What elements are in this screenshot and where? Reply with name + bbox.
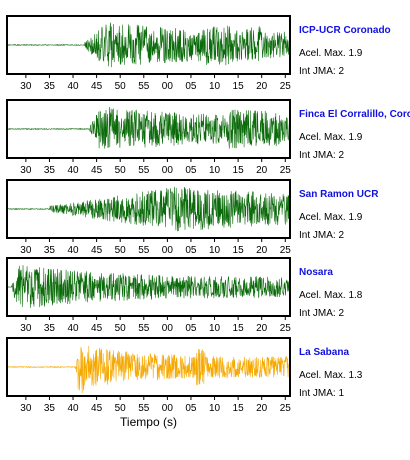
x-tick-label: 20 [256,403,268,414]
panel-frame [6,99,291,159]
x-tick-label: 30 [20,165,32,176]
x-tick-label: 20 [256,165,268,176]
acel-max-label: Acel. Max. 1.8 [299,290,363,301]
waveform-trace [6,106,291,149]
x-tick-label: 35 [44,245,56,256]
x-tick-label: 05 [185,323,197,334]
x-tick-label: 30 [20,245,32,256]
waveform-trace [6,345,291,394]
acel-max-label: Acel. Max. 1.9 [299,48,363,59]
station-name: Nosara [299,267,333,278]
jma-intensity-label: Int JMA: 2 [299,150,344,161]
x-tick-label: 55 [138,323,150,334]
panel-frame [6,15,291,75]
x-tick-label: 35 [44,323,56,334]
x-tick-label: 25 [280,165,292,176]
x-tick-label: 45 [91,403,103,414]
x-tick-label: 15 [233,165,245,176]
x-tick-label: 40 [67,403,79,414]
x-tick-label: 35 [44,403,56,414]
x-tick-label: 15 [233,81,245,92]
x-tick-label: 25 [280,81,292,92]
panel-frame [6,179,291,239]
x-tick-label: 55 [138,403,150,414]
x-tick-label: 35 [44,165,56,176]
jma-intensity-label: Int JMA: 1 [299,388,344,399]
x-tick-label: 00 [162,323,174,334]
x-tick-label: 20 [256,323,268,334]
x-tick-label: 55 [138,165,150,176]
x-tick-label: 30 [20,323,32,334]
x-tick-label: 25 [280,245,292,256]
x-tick-label: 55 [138,245,150,256]
x-tick-label: 35 [44,81,56,92]
x-tick-label: 40 [67,245,79,256]
x-tick-label: 30 [20,403,32,414]
x-tick-label: 20 [256,245,268,256]
x-tick-label: 10 [209,245,221,256]
x-tick-label: 50 [115,81,127,92]
x-tick-label: 50 [115,245,127,256]
waveform-trace [6,265,291,308]
x-tick-label: 40 [67,323,79,334]
panel-frame [6,257,291,317]
acel-max-label: Acel. Max. 1.9 [299,132,363,143]
x-tick-label: 15 [233,323,245,334]
station-name: ICP-UCR Coronado [299,25,391,36]
station-name: San Ramon UCR [299,189,379,200]
x-tick-label: 10 [209,323,221,334]
x-tick-label: 40 [67,165,79,176]
x-tick-label: 10 [209,403,221,414]
jma-intensity-label: Int JMA: 2 [299,308,344,319]
x-tick-label: 45 [91,81,103,92]
x-tick-label: 20 [256,81,268,92]
waveform-trace [7,22,291,68]
acel-max-label: Acel. Max. 1.9 [299,212,363,223]
x-tick-label: 10 [209,81,221,92]
x-tick-label: 00 [162,165,174,176]
x-tick-label: 25 [280,403,292,414]
x-tick-label: 15 [233,403,245,414]
x-tick-label: 05 [185,81,197,92]
x-tick-label: 15 [233,245,245,256]
x-tick-label: 45 [91,245,103,256]
acel-max-label: Acel. Max. 1.3 [299,370,363,381]
panel-frame [6,337,291,397]
x-tick-label: 25 [280,323,292,334]
x-tick-label: 00 [162,81,174,92]
jma-intensity-label: Int JMA: 2 [299,66,344,77]
x-tick-label: 30 [20,81,32,92]
waveform-trace [6,186,291,232]
x-axis-label: Tiempo (s) [120,415,177,429]
station-name: La Sabana [299,347,349,358]
x-tick-label: 55 [138,81,150,92]
x-tick-label: 10 [209,165,221,176]
x-tick-label: 45 [91,165,103,176]
x-tick-label: 00 [162,403,174,414]
jma-intensity-label: Int JMA: 2 [299,230,344,241]
x-tick-label: 45 [91,323,103,334]
x-tick-label: 05 [185,165,197,176]
x-tick-label: 50 [115,403,127,414]
x-tick-label: 40 [67,81,79,92]
x-tick-label: 05 [185,403,197,414]
station-name: Finca El Corralillo, Coronado [299,109,410,120]
x-tick-label: 50 [115,323,127,334]
x-tick-label: 50 [115,165,127,176]
x-tick-label: 00 [162,245,174,256]
x-tick-label: 05 [185,245,197,256]
